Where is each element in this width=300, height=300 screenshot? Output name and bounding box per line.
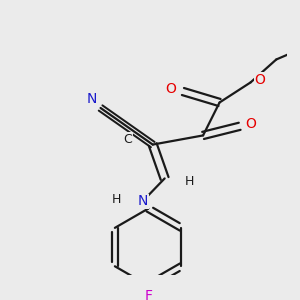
Text: H: H (112, 193, 121, 206)
Text: N: N (86, 92, 97, 106)
Text: H: H (185, 175, 194, 188)
Text: O: O (245, 117, 256, 131)
Text: C: C (124, 133, 132, 146)
Text: N: N (137, 194, 148, 208)
Text: O: O (254, 73, 265, 87)
Text: O: O (166, 82, 176, 96)
Text: F: F (144, 290, 152, 300)
